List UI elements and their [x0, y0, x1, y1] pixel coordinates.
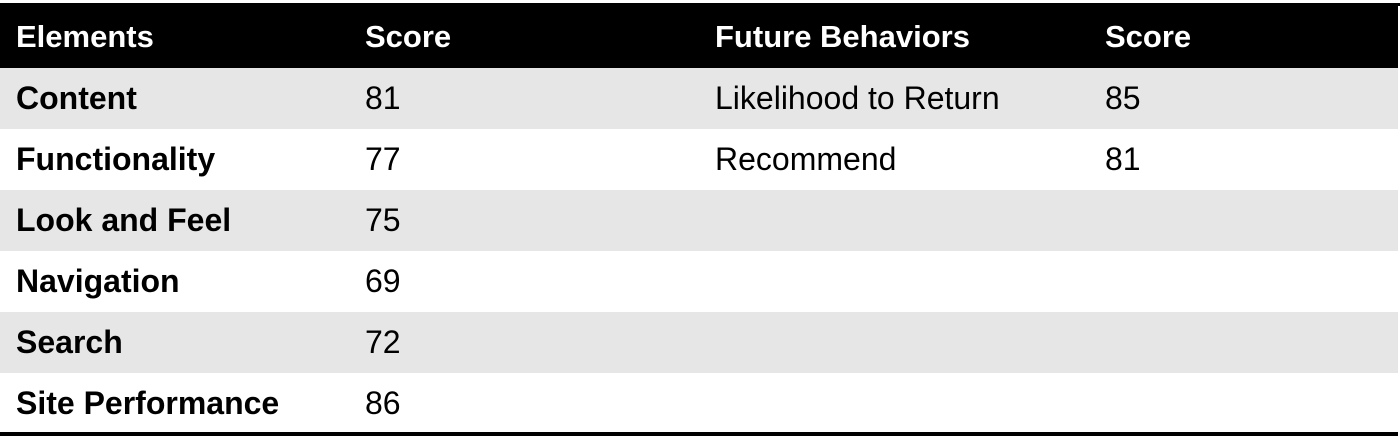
top-rule [0, 3, 1400, 6]
element-name: Content [16, 80, 137, 116]
table-row: Navigation 69 [0, 251, 1398, 312]
element-name: Functionality [16, 141, 216, 177]
header-future-behaviors: Future Behaviors [715, 19, 970, 54]
table-row: Search 72 [0, 312, 1398, 373]
header-score: Score [365, 19, 452, 54]
element-score: 75 [365, 202, 401, 238]
behavior-name: Likelihood to Return [715, 80, 1000, 116]
element-score: 86 [365, 385, 401, 421]
header-score: Score [1105, 19, 1192, 54]
element-score: 69 [365, 263, 401, 299]
element-score: 81 [365, 80, 401, 116]
header-elements: Elements [16, 19, 154, 54]
element-score: 72 [365, 324, 401, 360]
table-row: Functionality 77 Recommend 81 [0, 129, 1398, 190]
table-row: Site Performance 86 [0, 373, 1398, 434]
element-name: Search [16, 324, 123, 360]
behavior-name: Recommend [715, 141, 897, 177]
bottom-rule [0, 432, 1398, 436]
behavior-score: 81 [1105, 141, 1141, 177]
element-name: Look and Feel [16, 202, 232, 238]
element-name: Site Performance [16, 385, 280, 421]
behavior-score: 85 [1105, 80, 1141, 116]
table-row: Look and Feel 75 [0, 190, 1398, 251]
element-score: 77 [365, 141, 401, 177]
element-name: Navigation [16, 263, 180, 299]
table-header: Elements Score Future Behaviors Score [0, 6, 1398, 68]
table-row: Content 81 Likelihood to Return 85 [0, 68, 1398, 129]
